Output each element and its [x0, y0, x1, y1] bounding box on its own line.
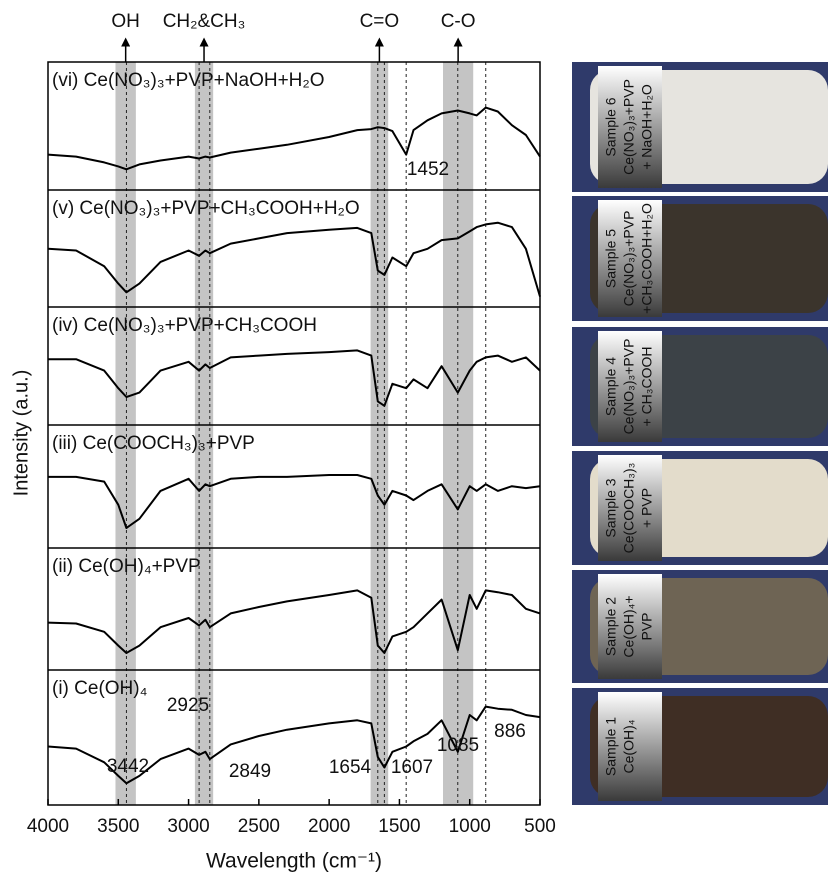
band — [194, 62, 214, 805]
photo-label: Sample 5 — [603, 229, 619, 288]
photo-label: PVP — [639, 612, 655, 640]
x-tick-label: 2000 — [308, 816, 350, 837]
peak-label: 886 — [494, 721, 526, 742]
y-axis-label: Intensity (a.u.) — [10, 370, 32, 497]
photo-label: +CH₃COOH+H₂O — [639, 203, 655, 314]
photo-label: Sample 3 — [603, 478, 619, 537]
peak-label: 1452 — [407, 159, 449, 180]
panel-label: (iii) Ce(COOCH₃)₃+PVP — [52, 433, 255, 454]
spectrum-line — [47, 705, 541, 785]
photo-label-box — [598, 455, 662, 561]
spectrum-line — [47, 221, 541, 297]
photo-label: Ce(NO₃)₃+PVP — [621, 79, 637, 175]
band — [370, 62, 389, 805]
panel-label: (iv) Ce(NO₃)₃+PVP+CH₃COOH — [52, 315, 317, 336]
x-tick-label: 3000 — [167, 816, 209, 837]
photo-label: + NaOH+H₂O — [639, 84, 655, 170]
x-tick-label: 2500 — [238, 816, 280, 837]
peak-label: 2849 — [229, 761, 271, 782]
peak-label: 2925 — [167, 695, 209, 716]
photo-label-box — [598, 66, 662, 188]
plot-frame — [47, 61, 541, 806]
photo-label-box — [598, 200, 662, 317]
spectrum-line — [48, 349, 541, 407]
band-label: C=O — [360, 11, 400, 32]
photo-label-box — [598, 331, 662, 442]
peak-label: 1654 — [329, 757, 372, 778]
photo-label: + CH₃COOH — [639, 347, 655, 427]
photo-label: Ce(OH)₄+ — [621, 595, 637, 657]
photo-label: Ce(NO₃)₃+PVP — [621, 211, 637, 307]
band-label: CH₂&CH₃ — [163, 11, 246, 32]
x-tick-label: 1500 — [378, 816, 420, 837]
panel-label: (i) Ce(OH)₄ — [52, 678, 148, 699]
photo-label: Sample 4 — [603, 357, 619, 416]
photo-label-box — [598, 692, 662, 801]
photo-label: Ce(NO₃)₃+PVP — [621, 339, 637, 435]
spectrum-line — [47, 589, 541, 654]
spectrum-line — [47, 106, 541, 171]
panel-label: (ii) Ce(OH)₄+PVP — [52, 556, 201, 577]
photo-label: Sample 2 — [603, 597, 619, 656]
photo-label-box — [598, 574, 662, 679]
band-label: C-O — [441, 11, 476, 32]
peak-label: 1607 — [391, 757, 433, 778]
photo-label: + PVP — [639, 488, 655, 528]
x-tick-label: 3500 — [97, 816, 139, 837]
x-tick-label: 500 — [524, 816, 556, 837]
peak-label: 1085 — [437, 735, 479, 756]
band-label: OH — [111, 11, 140, 32]
x-tick-label: 1000 — [449, 816, 491, 837]
x-axis-label: Wavelength (cm⁻¹) — [206, 850, 382, 873]
panel-label: (v) Ce(NO₃)₃+PVP+CH₃COOH+H₂O — [52, 198, 360, 219]
peak-label: 3442 — [107, 756, 149, 777]
photo-label: Ce(COOCH₃)₃ — [621, 463, 637, 554]
panel-label: (vi) Ce(NO₃)₃+PVP+NaOH+H₂O — [52, 70, 325, 91]
photo-label: Sample 6 — [603, 97, 619, 156]
photo-label: Sample 1 — [603, 717, 619, 776]
photo-label: Ce(OH)₄ — [621, 719, 637, 773]
spectrum-line — [48, 474, 541, 529]
band — [115, 62, 136, 805]
x-tick-label: 4000 — [27, 816, 69, 837]
